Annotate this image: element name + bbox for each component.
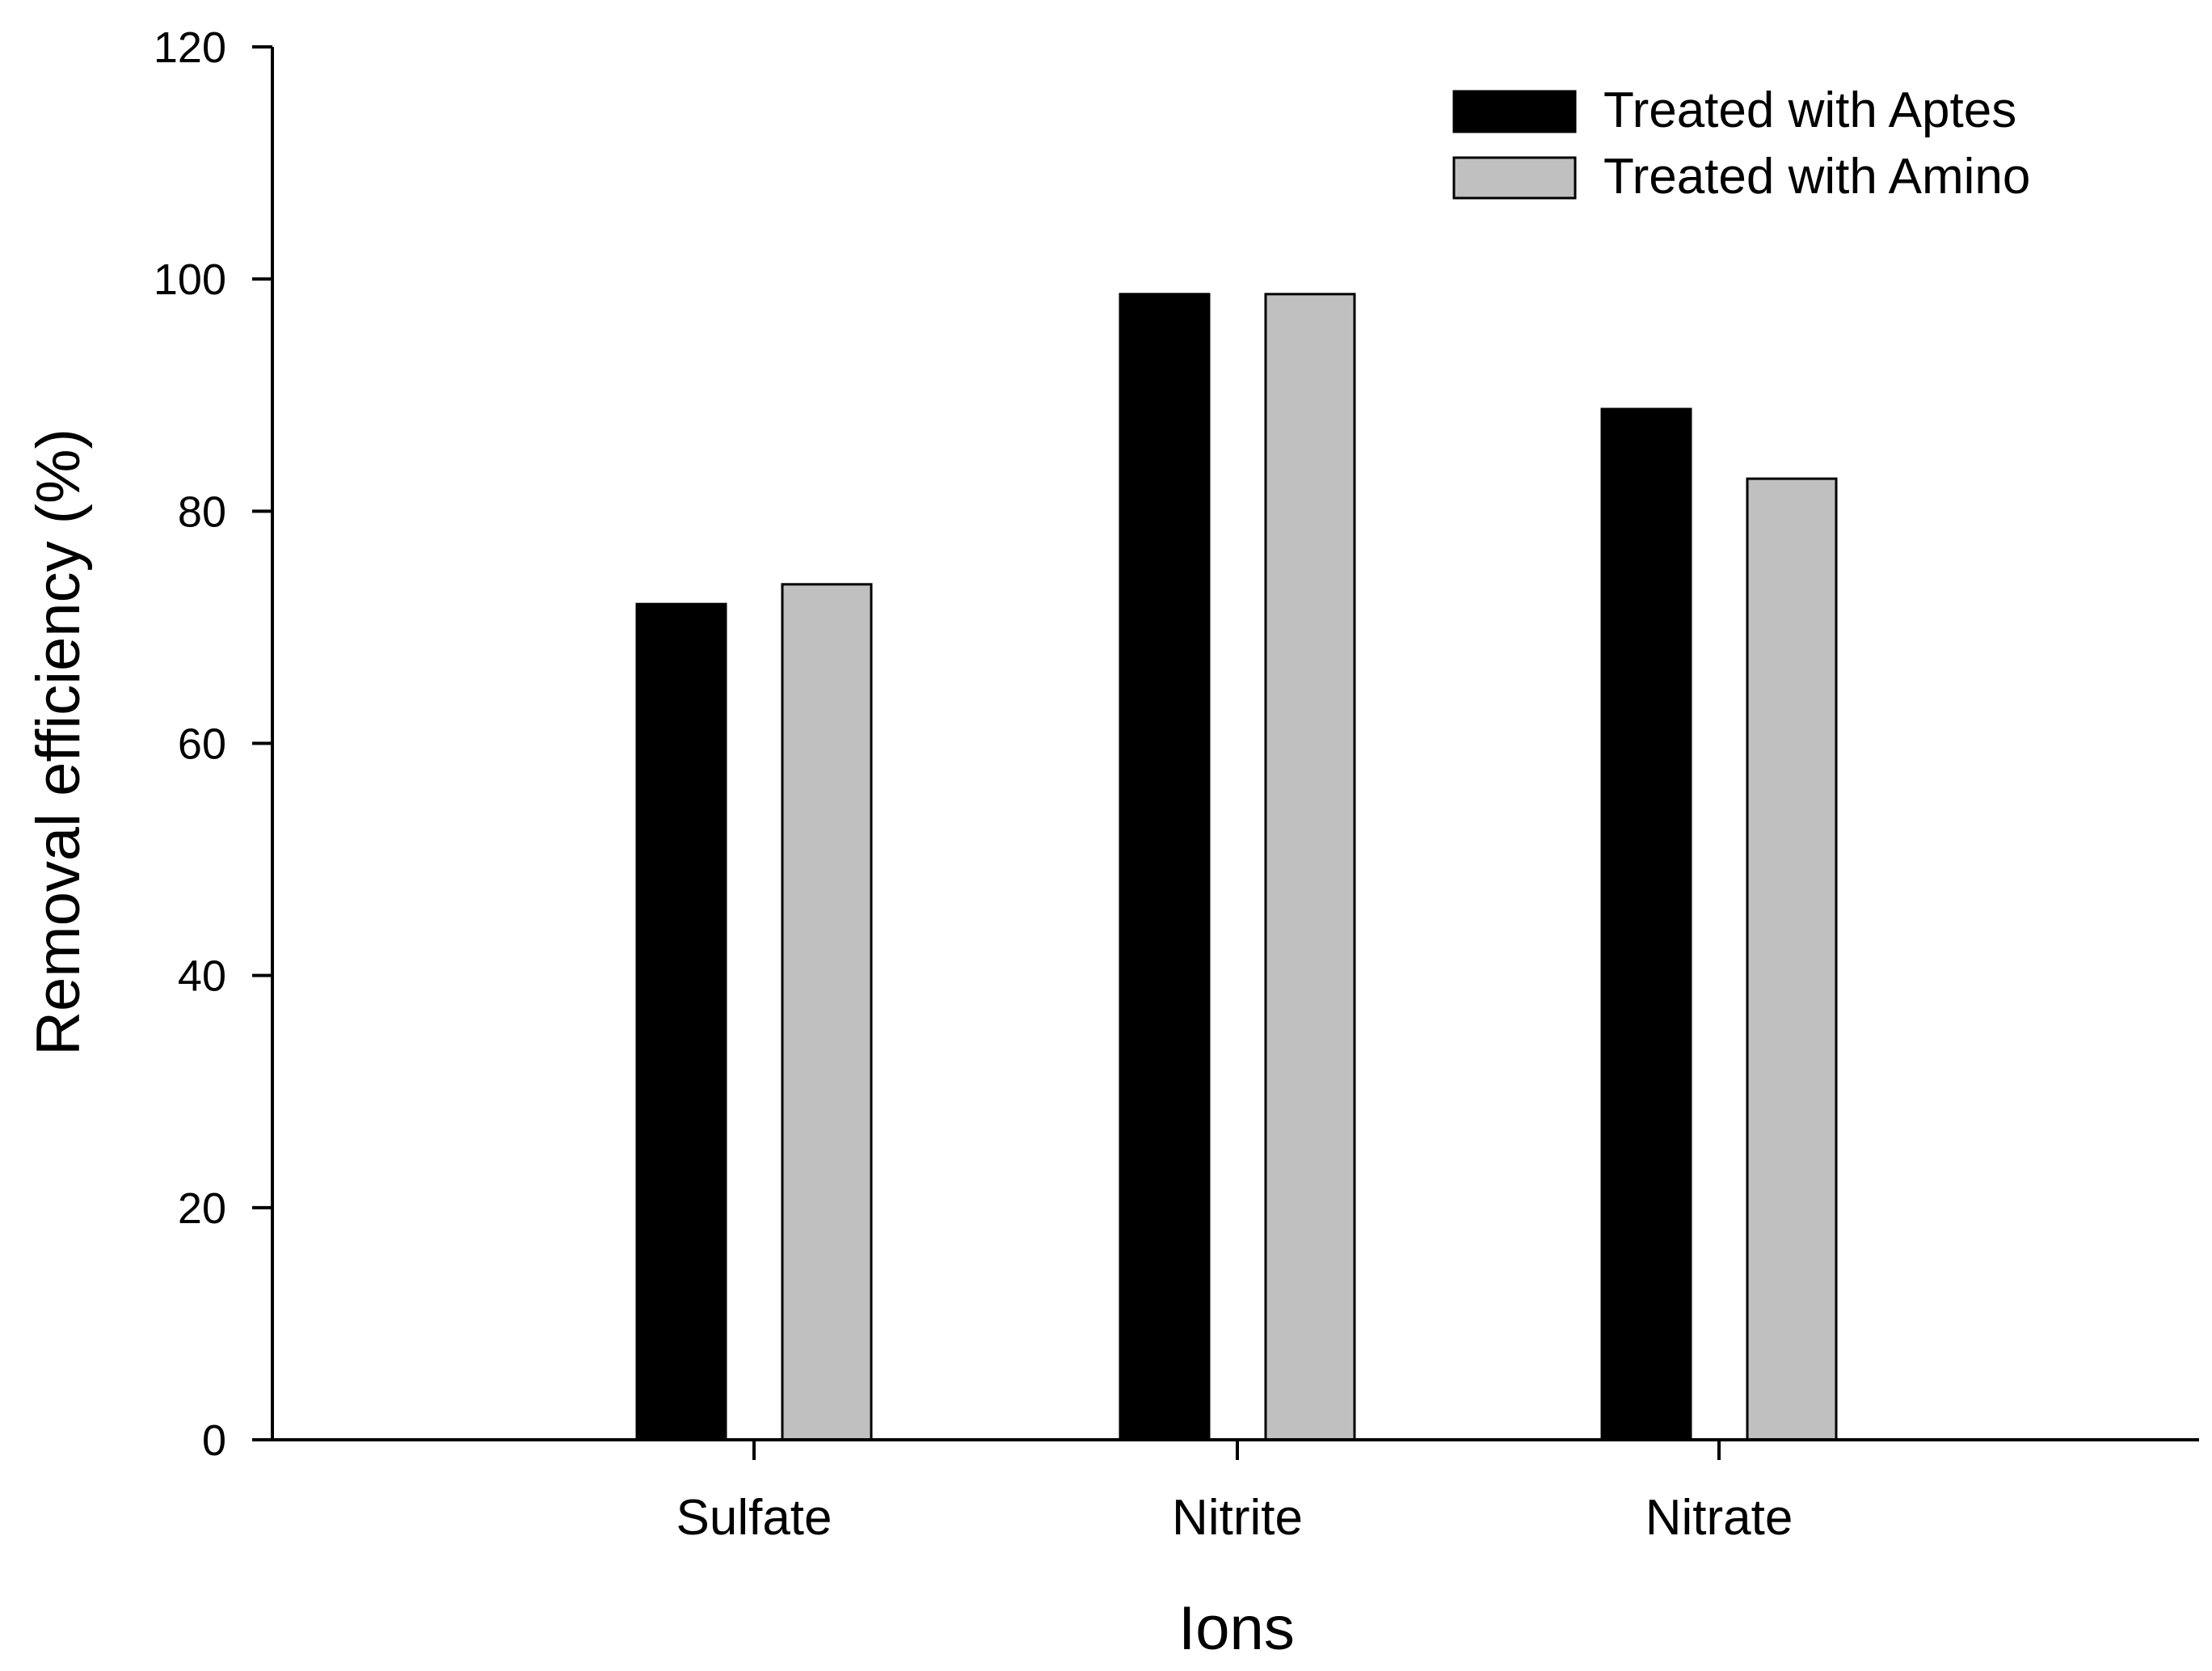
legend-swatch-series-2: [1452, 156, 1577, 200]
y-tick-label: 40: [178, 952, 226, 1001]
y-axis-title: Removal efficiency (%): [24, 428, 93, 1056]
y-tick-label: 100: [154, 255, 226, 304]
bar-nitrite-series-1: [1119, 293, 1211, 1441]
legend-swatch-series-1: [1452, 90, 1577, 133]
bar-nitrate-series-1: [1600, 407, 1692, 1441]
y-tick-label: 80: [178, 487, 226, 536]
x-tick-label-sulfate: Sulfate: [676, 1490, 832, 1546]
bar-nitrate-series-2: [1746, 477, 1838, 1441]
x-tick-label-nitrite: Nitrite: [1172, 1490, 1303, 1546]
x-axis-title: Ions: [1178, 1594, 1295, 1663]
x-tick-label-nitrate: Nitrate: [1645, 1490, 1793, 1546]
y-axis-ticks: 0 20 40 60 80 100 120: [154, 23, 272, 1465]
y-tick-label: 60: [178, 720, 226, 769]
y-tick-label: 20: [178, 1184, 226, 1233]
bar-nitrite-series-2: [1264, 293, 1356, 1441]
bar-sulfate-series-2: [781, 583, 873, 1441]
legend-label-series-1: Treated with Aptes: [1603, 82, 2016, 138]
legend-label-series-2: Treated with Amino: [1603, 149, 2030, 205]
x-axis-ticks: Sulfate Nitrite Nitrate: [676, 1440, 1793, 1546]
bar-sulfate-series-1: [635, 602, 727, 1441]
legend: Treated with Aptes Treated with Amino: [1452, 82, 2030, 205]
y-tick-label: 120: [154, 23, 226, 72]
y-tick-label: 0: [202, 1416, 226, 1465]
bars: [635, 293, 1838, 1441]
